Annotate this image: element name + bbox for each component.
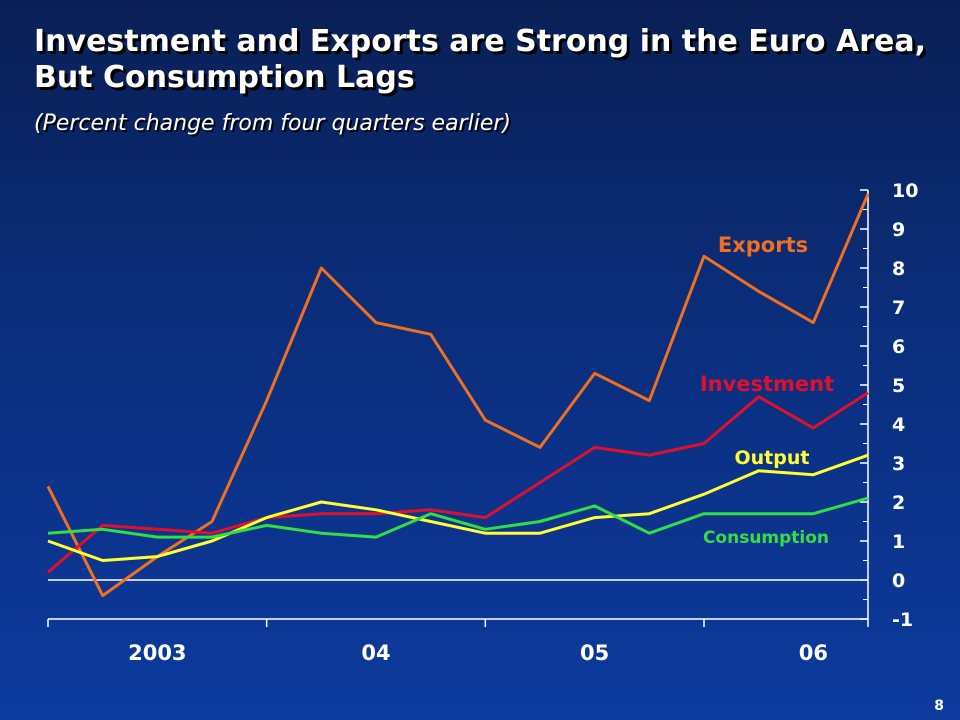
y-tick-label: 9: [892, 219, 905, 241]
series-label-investment: Investment: [700, 372, 834, 396]
y-tick-label: -1: [892, 609, 913, 631]
y-tick-label: 7: [892, 297, 905, 319]
y-tick-label: 2: [892, 492, 905, 514]
series-line-exports: [46, 193, 870, 598]
y-tick-label: 5: [892, 375, 905, 397]
series-label-exports: Exports: [718, 233, 808, 257]
x-tick-label: 05: [580, 641, 609, 665]
x-tick-label: 04: [361, 641, 390, 665]
page-subtitle: (Percent change from four quarters earli…: [34, 111, 511, 136]
x-tick-label: 2003: [128, 641, 186, 665]
series-label-output: Output: [735, 447, 810, 469]
y-tick-label: 1: [892, 531, 905, 553]
y-tick-label: 0: [892, 570, 905, 592]
x-tick-label: 06: [799, 641, 828, 665]
series-line-output: [47, 453, 869, 562]
series-label-consumption: Consumption: [703, 528, 829, 548]
y-tick-label: 6: [892, 336, 905, 358]
page-title: Investment and Exports are Strong in the…: [34, 24, 926, 95]
series-line-investment: [47, 391, 869, 574]
y-tick-label: 3: [892, 453, 905, 475]
y-tick-label: 4: [892, 414, 905, 436]
y-tick-label: 8: [892, 258, 905, 280]
page-number: 8: [934, 698, 944, 714]
series-line-consumption: [47, 496, 869, 539]
y-tick-label: 10: [892, 180, 918, 202]
